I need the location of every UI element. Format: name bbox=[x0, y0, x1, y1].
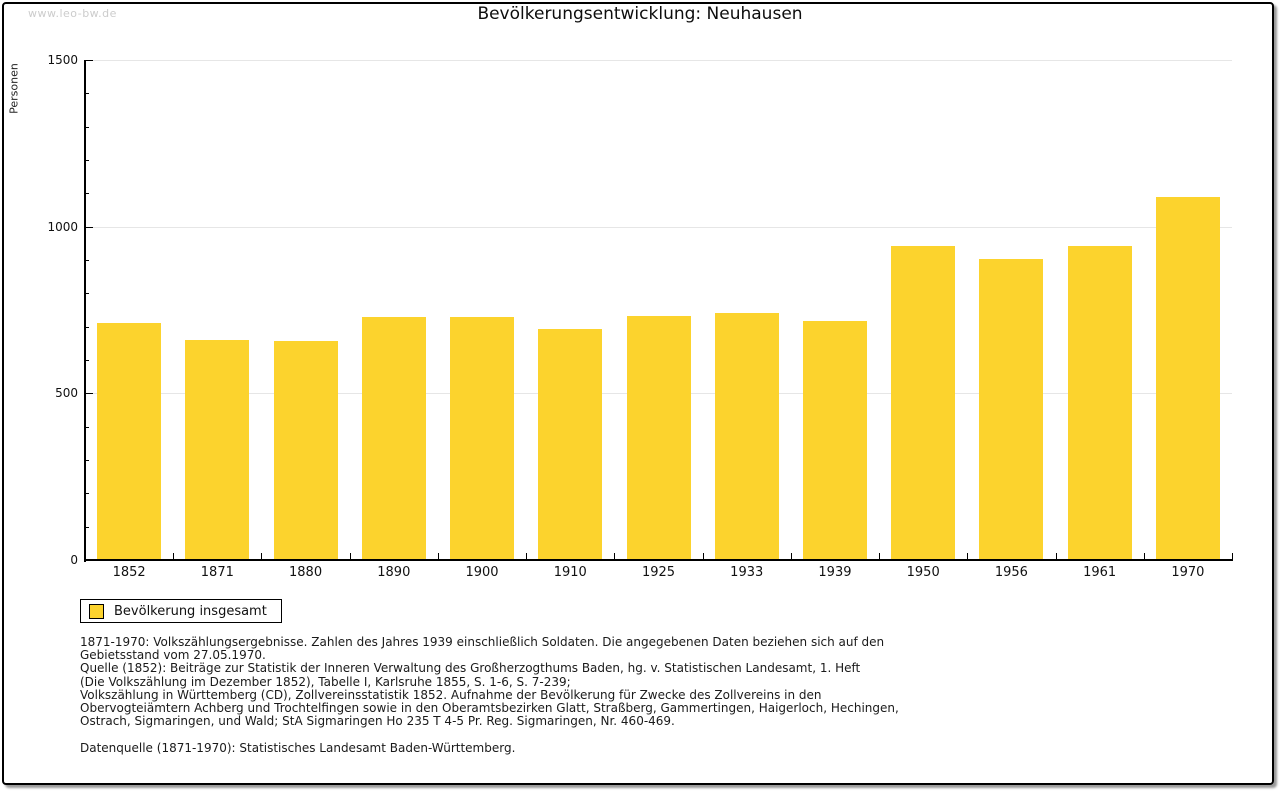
y-minor-tick bbox=[85, 326, 89, 328]
x-tick-label: 1880 bbox=[289, 565, 323, 580]
y-major-tick bbox=[85, 226, 93, 228]
x-tick bbox=[1055, 553, 1057, 560]
x-axis-line bbox=[84, 559, 1233, 561]
x-tick bbox=[437, 553, 439, 560]
x-tick-label: 1956 bbox=[994, 565, 1028, 580]
y-minor-tick bbox=[85, 460, 89, 461]
x-tick bbox=[790, 553, 792, 560]
x-tick bbox=[526, 553, 528, 560]
y-axis-line bbox=[84, 60, 86, 562]
bar-1880 bbox=[273, 341, 338, 560]
y-minor-tick bbox=[85, 360, 89, 361]
legend-label: Bevölkerung insgesamt bbox=[114, 603, 267, 619]
bar-1961 bbox=[1067, 246, 1132, 560]
y-minor-tick bbox=[85, 193, 89, 195]
y-tick-label: 500 bbox=[55, 386, 78, 401]
x-tick-label: 1939 bbox=[818, 565, 852, 580]
bar-1950 bbox=[891, 245, 956, 560]
y-major-tick bbox=[85, 60, 93, 61]
x-tick bbox=[702, 553, 704, 560]
x-tick bbox=[349, 553, 351, 560]
x-tick-label: 1970 bbox=[1171, 565, 1205, 580]
footnote-line: Ostrach, Sigmaringen, und Wald; StA Sigm… bbox=[80, 714, 675, 729]
y-tick-label: 1500 bbox=[47, 53, 78, 67]
watermark: www.leo-bw.de bbox=[28, 7, 117, 20]
footnotes: 1871-1970: Volkszählungsergebnisse. Zahl… bbox=[80, 635, 1200, 729]
footnote-line: 1871-1970: Volkszählungsergebnisse. Zahl… bbox=[80, 635, 885, 649]
bar-1871 bbox=[185, 340, 250, 560]
legend: Bevölkerung insgesamt bbox=[80, 599, 282, 623]
y-minor-tick bbox=[85, 160, 89, 161]
bar-1956 bbox=[979, 258, 1044, 560]
x-tick-label: 1950 bbox=[906, 565, 940, 580]
y-gridline bbox=[85, 226, 1232, 228]
bar-1852 bbox=[97, 323, 162, 560]
x-tick bbox=[1143, 553, 1145, 560]
footnote-line: Quelle (1852): Beiträge zur Statistik de… bbox=[80, 661, 861, 676]
y-tick-label: 1000 bbox=[47, 219, 78, 234]
bar-1939 bbox=[802, 321, 867, 560]
bar-1900 bbox=[450, 316, 515, 560]
x-tick-label: 1925 bbox=[641, 565, 676, 580]
y-minor-tick bbox=[85, 426, 89, 428]
y-major-tick bbox=[85, 393, 93, 395]
y-minor-tick bbox=[85, 126, 89, 128]
bar-1910 bbox=[538, 329, 603, 560]
x-tick-label: 1871 bbox=[200, 565, 234, 580]
footnote-line: (Die Volkszählung im Dezember 1852), Tab… bbox=[80, 674, 571, 689]
legend-swatch bbox=[89, 603, 104, 619]
x-tick bbox=[967, 553, 969, 560]
data-source-line: Datenquelle (1871-1970): Statistisches L… bbox=[80, 741, 516, 755]
bar-1925 bbox=[626, 315, 691, 560]
y-minor-tick bbox=[85, 93, 89, 95]
bar-1933 bbox=[714, 313, 779, 560]
x-tick-label: 1890 bbox=[377, 565, 411, 580]
x-tick bbox=[614, 553, 616, 560]
bar-1970 bbox=[1155, 196, 1220, 560]
x-tick-label: 1961 bbox=[1083, 565, 1117, 580]
x-tick bbox=[173, 553, 175, 560]
x-tick bbox=[879, 553, 881, 560]
footnote-line: Volkszählung in Württemberg (CD), Zollve… bbox=[80, 687, 822, 702]
footnote-line: Obervogteiämtern Achberg und Trochtelfin… bbox=[80, 701, 899, 716]
chart-title: Bevölkerungsentwicklung: Neuhausen bbox=[477, 4, 803, 24]
y-tick-label: 0 bbox=[70, 553, 78, 567]
x-tick-label: 1933 bbox=[730, 565, 764, 580]
bar-1890 bbox=[361, 316, 426, 560]
footnote-line: Gebietsstand vom 27.05.1970. bbox=[80, 648, 266, 663]
x-tick-label: 1852 bbox=[112, 565, 146, 580]
x-tick bbox=[1232, 553, 1233, 560]
x-tick-label: 1900 bbox=[465, 565, 499, 580]
y-minor-tick bbox=[85, 493, 89, 495]
y-minor-tick bbox=[85, 293, 89, 295]
x-tick bbox=[261, 553, 263, 560]
y-minor-tick bbox=[85, 260, 89, 261]
y-gridline bbox=[85, 60, 1232, 61]
y-minor-tick bbox=[85, 526, 89, 528]
x-tick-label: 1910 bbox=[553, 565, 587, 580]
